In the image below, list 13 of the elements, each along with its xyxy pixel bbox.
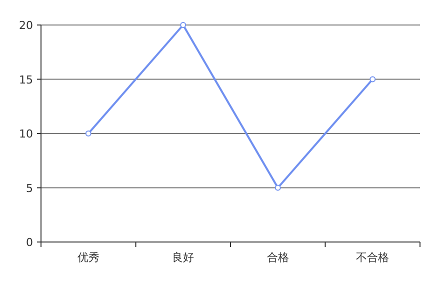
x-tick-label: 不合格: [356, 251, 390, 264]
y-tick-label: 0: [26, 236, 33, 249]
point: [370, 76, 376, 82]
point: [274, 184, 281, 191]
point: [180, 22, 186, 28]
x-tick-label: 优秀: [77, 251, 100, 264]
y-tick-label: 5: [26, 182, 33, 195]
y-tick-label: 20: [19, 19, 33, 32]
x-tick-label: 良好: [172, 251, 194, 264]
y-tick-label: 10: [19, 128, 33, 140]
point: [85, 130, 92, 136]
x-tick-label: 合格: [266, 251, 289, 264]
y-tick-label: 15: [19, 73, 33, 86]
